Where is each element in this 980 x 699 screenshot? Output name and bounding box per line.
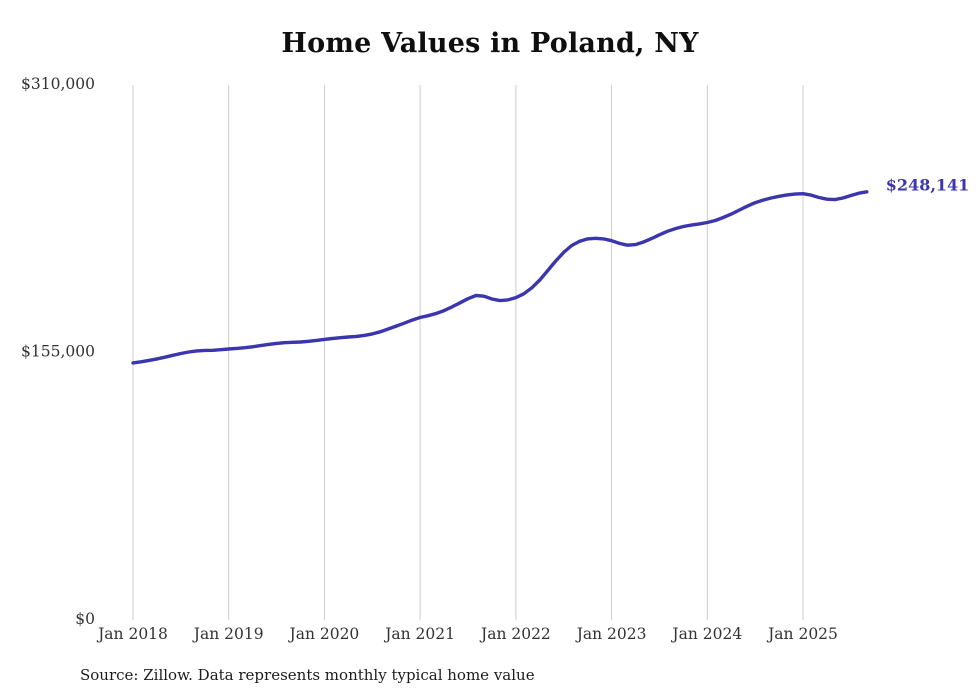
x-tick-label: Jan 2024	[670, 625, 742, 643]
home-value-line	[131, 190, 869, 365]
x-tick-label: Jan 2022	[479, 625, 551, 643]
end-value-label: $248,141	[886, 175, 970, 194]
year-gridlines	[132, 85, 804, 620]
source-note: Source: Zillow. Data represents monthly …	[80, 666, 535, 684]
y-axis-labels: $0 $155,000 $310,000	[21, 75, 95, 628]
x-tick-label: Jan 2020	[287, 625, 359, 643]
x-tick-label: Jan 2019	[192, 625, 264, 643]
y-tick-label: $155,000	[21, 343, 95, 361]
x-tick-label: Jan 2018	[96, 625, 168, 643]
x-axis-labels: Jan 2018 Jan 2019 Jan 2020 Jan 2021 Jan …	[96, 625, 838, 643]
chart-title: Home Values in Poland, NY	[281, 28, 699, 59]
x-tick-label: Jan 2025	[766, 625, 838, 643]
y-tick-label: $0	[75, 610, 95, 628]
y-tick-label: $310,000	[21, 75, 95, 93]
x-tick-label: Jan 2023	[575, 625, 647, 643]
x-tick-label: Jan 2021	[383, 625, 455, 643]
